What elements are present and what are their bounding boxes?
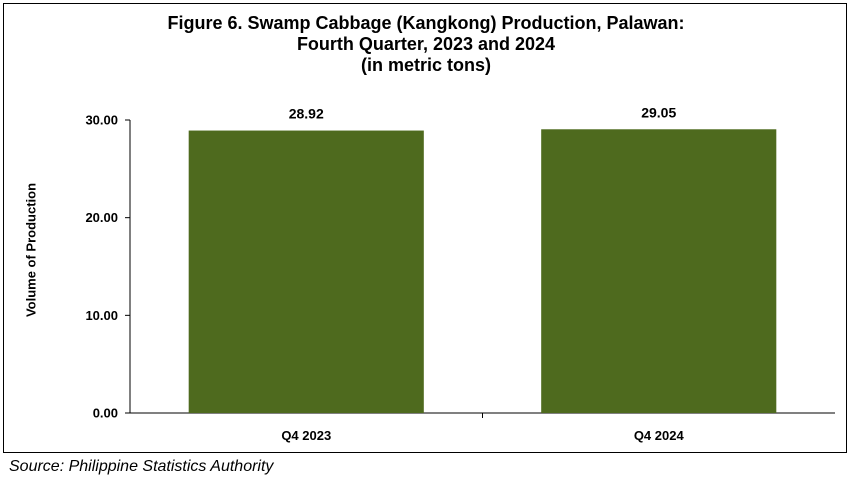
- bar: [541, 129, 777, 414]
- y-tick-label: 30.00: [85, 113, 118, 128]
- y-tick-label: 20.00: [85, 210, 118, 225]
- data-label: 28.92: [289, 106, 324, 122]
- x-category-label: Q4 2023: [281, 428, 331, 443]
- data-label: 29.05: [641, 104, 676, 120]
- bar: [188, 130, 424, 413]
- chart-title-line-3: (in metric tons): [360, 55, 491, 75]
- chart-title-line-2: Fourth Quarter, 2023 and 2024: [296, 34, 556, 54]
- chart-title-line-1: Figure 6. Swamp Cabbage (Kangkong) Produ…: [167, 13, 685, 33]
- x-category-label: Q4 2024: [634, 428, 685, 443]
- y-tick-label: 0.00: [93, 406, 118, 421]
- source-note: Source: Philippine Statistics Authority: [9, 458, 274, 475]
- chart-title: Figure 6. Swamp Cabbage (Kangkong) Produ…: [0, 13, 852, 76]
- y-tick-label: 10.00: [85, 308, 118, 323]
